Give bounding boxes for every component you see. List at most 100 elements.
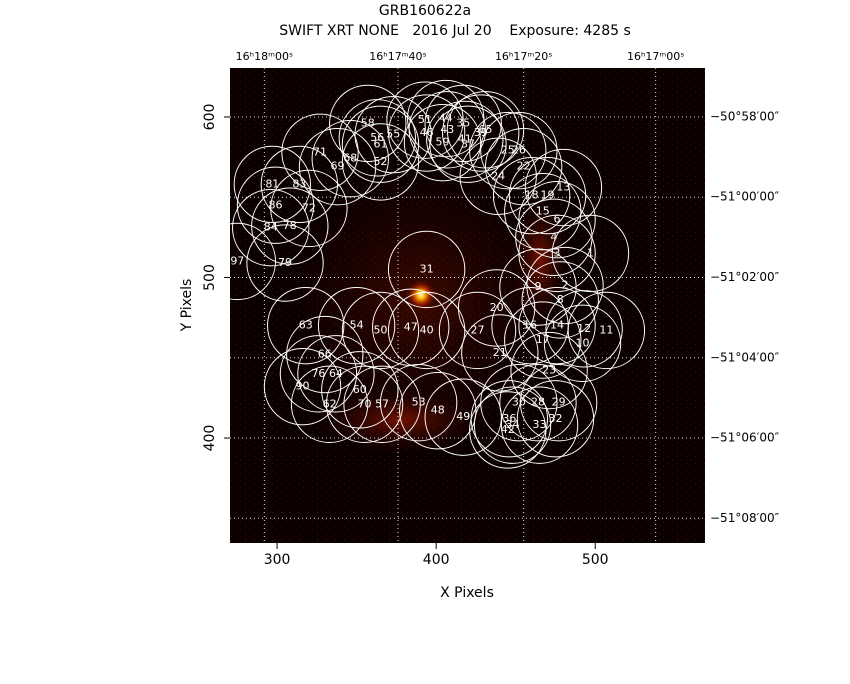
region-label: 21 xyxy=(493,346,507,359)
region-circle xyxy=(387,291,466,370)
region-circle xyxy=(297,335,375,413)
region-label: 42 xyxy=(501,423,515,436)
region-label: 43 xyxy=(440,123,454,136)
x-tick-label: 300 xyxy=(264,552,291,568)
ra-tick-label: 16ʰ17ᵐ40ˢ xyxy=(369,50,426,63)
region-circle xyxy=(446,91,525,169)
region-label: 37 xyxy=(461,137,475,150)
region-circle xyxy=(387,94,466,172)
region-circle xyxy=(438,291,517,370)
region-circle xyxy=(379,364,458,442)
y-tick-label: 500 xyxy=(202,264,218,291)
region-label: 15 xyxy=(536,205,550,218)
region-circle xyxy=(424,84,502,163)
region-circle xyxy=(403,103,482,182)
region-label: 86 xyxy=(268,198,282,211)
x-tick-label: 400 xyxy=(423,552,450,568)
region-circle xyxy=(290,365,369,443)
region-circle xyxy=(491,286,569,365)
region-circle xyxy=(281,113,359,191)
source-glow xyxy=(405,279,437,311)
region-label: 47 xyxy=(404,320,418,333)
region-label: 50 xyxy=(373,323,387,336)
region-circle xyxy=(524,148,603,227)
ra-tick-label: 16ʰ17ᵐ00ˢ xyxy=(627,50,684,63)
region-label: 61 xyxy=(373,137,387,150)
region-circle xyxy=(232,189,310,267)
region-label: 49 xyxy=(456,410,470,423)
region-circle xyxy=(518,181,596,259)
chart-subtitle: SWIFT XRT NONE 2016 Jul 20 Exposure: 428… xyxy=(279,23,631,39)
region-circle xyxy=(424,378,502,456)
dec-tick-label: −51°02′00″ xyxy=(710,270,780,284)
region-label: 32 xyxy=(548,412,562,425)
region-label: 22 xyxy=(517,160,531,173)
y-tick-label: 600 xyxy=(202,104,218,131)
region-circle xyxy=(399,372,477,450)
region-circle xyxy=(516,380,595,458)
dec-tick-label: −51°08′00″ xyxy=(710,511,780,525)
region-circle xyxy=(329,84,407,163)
region-circle xyxy=(545,290,623,368)
region-label: 6 xyxy=(554,213,561,226)
region-circle xyxy=(500,386,579,464)
region-circle xyxy=(341,105,420,183)
y-axis-label: Y Pixels xyxy=(179,279,195,333)
ra-tick-label: 16ʰ17ᵐ20ˢ xyxy=(495,50,552,63)
region-label: 64 xyxy=(329,367,343,380)
region-circle xyxy=(286,315,364,394)
region-label: 54 xyxy=(350,319,364,332)
region-circle xyxy=(426,100,504,179)
region-circle xyxy=(510,331,588,410)
region-label: 34 xyxy=(506,418,520,431)
region-label: 36 xyxy=(502,412,516,425)
region-circle xyxy=(198,222,276,301)
region-label: 79 xyxy=(278,256,292,269)
diffuse-emission xyxy=(310,385,490,455)
region-circle xyxy=(429,105,507,183)
region-label: 97 xyxy=(230,254,244,267)
dec-tick-label: −51°00′00″ xyxy=(710,190,780,204)
dec-tick-label: −51°06′00″ xyxy=(710,431,780,445)
region-circle xyxy=(508,156,587,235)
region-circle xyxy=(343,365,421,443)
region-circle xyxy=(504,301,582,379)
region-circle xyxy=(341,291,420,370)
region-circle xyxy=(543,304,622,382)
region-label: 63 xyxy=(299,319,313,332)
region-circle xyxy=(236,166,315,244)
region-circle xyxy=(279,335,358,413)
region-label: 62 xyxy=(323,397,337,410)
region-circle xyxy=(521,261,599,339)
region-label: 59 xyxy=(436,136,450,149)
region-label: 55 xyxy=(386,128,400,141)
region-label: 76 xyxy=(311,367,325,380)
region-label: 81 xyxy=(265,177,279,190)
chart-title: GRB160622a xyxy=(379,3,471,19)
region-circle xyxy=(233,145,311,224)
region-circle xyxy=(325,365,404,443)
region-label: 41 xyxy=(458,132,472,145)
region-circle xyxy=(518,286,596,365)
region-circle xyxy=(461,314,539,392)
region-circle xyxy=(246,224,324,302)
ra-tick-label: 16ʰ18ᵐ00ˢ xyxy=(236,50,293,63)
region-label: 9 xyxy=(534,280,541,293)
region-label: 46 xyxy=(420,126,434,139)
region-label: 66 xyxy=(318,348,332,361)
y-tick-label: 400 xyxy=(202,425,218,452)
region-label: 83 xyxy=(292,177,306,190)
region-label: 11 xyxy=(599,323,613,336)
region-circle xyxy=(386,81,464,159)
region-circle xyxy=(317,286,396,365)
region-label: 40 xyxy=(420,323,434,336)
region-circle xyxy=(442,94,520,172)
region-label: 24 xyxy=(491,169,505,182)
region-label: 16 xyxy=(523,319,537,332)
region-label: 1 xyxy=(587,246,594,259)
region-circle xyxy=(341,123,420,201)
region-label: 17 xyxy=(536,333,550,346)
region-label: 57 xyxy=(375,397,389,410)
